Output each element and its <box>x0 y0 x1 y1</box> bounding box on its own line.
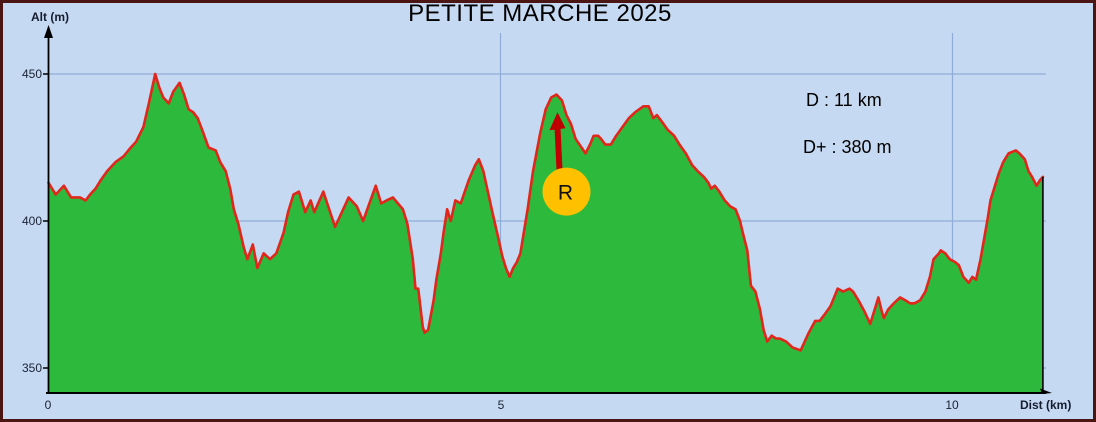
elevation-area <box>48 74 1043 393</box>
y-tick-400: 400 <box>21 214 42 228</box>
x-axis-arrowhead <box>1040 388 1052 394</box>
y-tick-350: 350 <box>21 361 42 375</box>
y-axis-arrowhead <box>44 25 53 38</box>
marker-arrow-head <box>549 112 566 131</box>
x-tick-10: 10 <box>945 398 959 412</box>
marker-arrow-shaft <box>554 127 563 170</box>
checkpoint-marker <box>542 167 591 216</box>
y-axis-label: Alt (m) <box>31 10 69 24</box>
annotation-distance: D : 11 km <box>806 90 882 110</box>
checkpoint-marker-label: R <box>558 182 573 205</box>
chart-title: PETITE MARCHE 2025 <box>408 0 672 27</box>
x-tick-0: 0 <box>44 398 52 412</box>
x-axis-label: Dist (km) <box>1020 398 1072 412</box>
annotation-elevation-gain: D+ : 380 m <box>803 137 892 157</box>
x-tick-5: 5 <box>497 398 505 412</box>
y-tick-450: 450 <box>21 67 42 81</box>
elevation-line <box>47 72 1045 352</box>
